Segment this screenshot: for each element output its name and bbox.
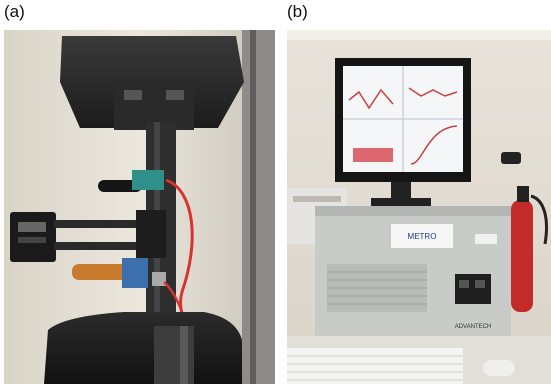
keyboard [287, 348, 463, 384]
panel-a-label: (a) [4, 2, 25, 21]
computer-brand-text: ADVANTECH [455, 324, 492, 330]
fire-extinguisher [511, 200, 533, 312]
metro-sticker [391, 224, 453, 248]
clip-gauge-upper [132, 170, 164, 190]
clip-gauge-lower [72, 264, 130, 280]
sticker-text: METRO [408, 232, 437, 241]
monitor-stand [371, 198, 431, 206]
barcode-scanner [501, 152, 521, 164]
front-panel [455, 274, 491, 304]
photo-computer-station: METRO ADVANTECH [287, 30, 551, 384]
tensile-test-illustration [4, 30, 275, 384]
mouse [483, 360, 515, 376]
computer-station-illustration: METRO ADVANTECH [287, 30, 551, 384]
machine-column [242, 30, 275, 384]
lower-grip [44, 312, 242, 384]
panel-b-label: (b) [287, 2, 308, 21]
photo-tensile-test-machine [4, 30, 275, 384]
